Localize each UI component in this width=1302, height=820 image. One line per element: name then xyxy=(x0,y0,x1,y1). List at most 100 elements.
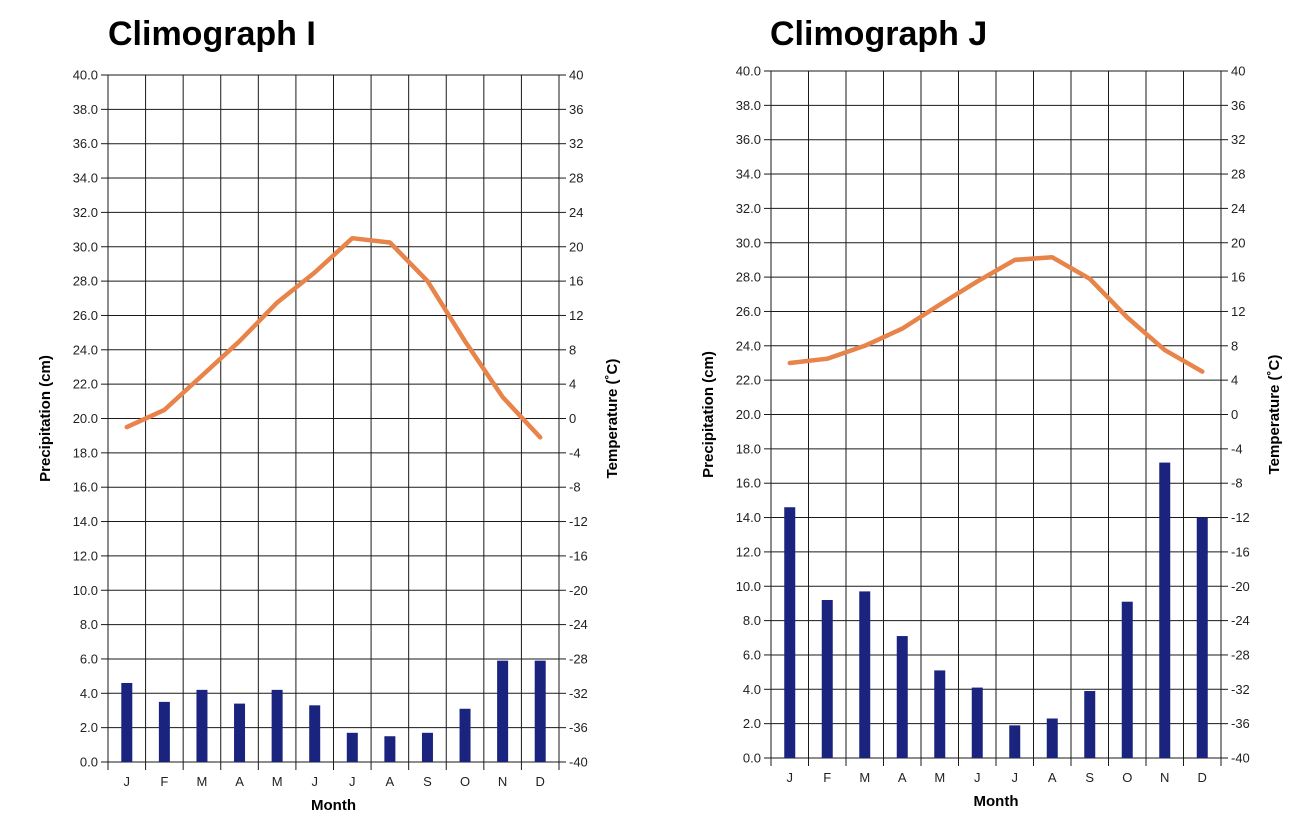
precipitation-bar xyxy=(934,670,946,758)
right-tick-label: 36 xyxy=(1231,98,1245,113)
left-tick-label: 6.0 xyxy=(80,651,98,666)
left-tick-label: 40.0 xyxy=(73,68,98,83)
right-tick-label: -12 xyxy=(569,514,588,529)
right-tick-label: -36 xyxy=(569,720,588,735)
right-tick-label: 16 xyxy=(1231,270,1245,285)
chart-title: Climograph I xyxy=(108,15,316,53)
precipitation-bar xyxy=(1121,601,1133,758)
left-tick-label: 20.0 xyxy=(73,411,98,426)
left-tick-label: 26.0 xyxy=(73,308,98,323)
right-tick-label: -28 xyxy=(1231,647,1250,662)
chart-title: Climograph J xyxy=(770,15,987,53)
x-tick-label: A xyxy=(898,770,907,785)
left-tick-label: 40.0 xyxy=(736,64,761,79)
left-tick-label: 18.0 xyxy=(736,441,761,456)
precipitation-bar xyxy=(459,708,471,762)
left-tick-label: 30.0 xyxy=(73,239,98,254)
right-tick-label: -40 xyxy=(569,755,588,770)
left-tick-label: 36.0 xyxy=(736,132,761,147)
precipitation-bar xyxy=(1009,725,1021,758)
x-tick-label: J xyxy=(311,774,318,789)
left-tick-label: 22.0 xyxy=(736,373,761,388)
right-tick-label: 40 xyxy=(1231,64,1245,79)
left-tick-label: 14.0 xyxy=(73,514,98,529)
left-tick-label: 22.0 xyxy=(73,377,98,392)
x-tick-label: D xyxy=(1198,770,1207,785)
x-tick-label: F xyxy=(160,774,168,789)
right-tick-label: -24 xyxy=(569,617,588,632)
right-tick-label: 32 xyxy=(569,136,583,151)
chart-climograph-j: Climograph J0.0 -402.0 -364.0 -326.0 -288.0-… xyxy=(700,15,1283,810)
left-tick-label: 0.0 xyxy=(80,755,98,770)
precipitation-bar xyxy=(234,703,246,762)
left-tick-label: 12.0 xyxy=(736,544,761,559)
left-tick-label: 2.0 xyxy=(80,720,98,735)
right-tick-label: 24 xyxy=(1231,201,1245,216)
precipitation-bar xyxy=(346,732,358,762)
x-tick-label: D xyxy=(536,774,545,789)
right-tick-label: -8 xyxy=(1231,476,1243,491)
left-tick-label: 38.0 xyxy=(73,102,98,117)
right-tick-label: 40 xyxy=(569,68,583,83)
x-tick-label: S xyxy=(1085,770,1094,785)
left-tick-label: 24.0 xyxy=(73,342,98,357)
x-tick-label: S xyxy=(423,774,432,789)
left-tick-label: 24.0 xyxy=(736,338,761,353)
x-tick-label: J xyxy=(349,774,356,789)
x-tick-label: M xyxy=(197,774,208,789)
precipitation-bar xyxy=(859,591,871,758)
right-tick-label: -24 xyxy=(1231,613,1250,628)
right-tick-label: 24 xyxy=(569,205,583,220)
x-tick-label: M xyxy=(859,770,870,785)
precipitation-bar xyxy=(271,689,283,762)
left-tick-label: 14.0 xyxy=(736,510,761,525)
left-tick-label: 28.0 xyxy=(736,270,761,285)
left-tick-label: 10.0 xyxy=(73,583,98,598)
right-tick-label: -16 xyxy=(569,548,588,563)
left-tick-label: 10.0 xyxy=(736,579,761,594)
left-tick-label: 26.0 xyxy=(736,304,761,319)
y-axis-label-left: Precipitation (cm) xyxy=(700,351,717,478)
right-tick-label: -20 xyxy=(569,583,588,598)
right-tick-label: 36 xyxy=(569,102,583,117)
right-tick-label: -32 xyxy=(1231,682,1250,697)
precipitation-bar xyxy=(196,689,208,762)
x-tick-label: J xyxy=(1012,770,1019,785)
left-tick-label: 36.0 xyxy=(73,136,98,151)
left-tick-label: 8.0 xyxy=(80,617,98,632)
left-tick-label: 38.0 xyxy=(736,98,761,113)
temperature-line xyxy=(787,255,1205,374)
right-tick-label: -4 xyxy=(1231,441,1243,456)
left-tick-label: 12.0 xyxy=(73,548,98,563)
right-tick-label: -20 xyxy=(1231,579,1250,594)
left-tick-label: 2.0 xyxy=(743,716,761,731)
precipitation-bar xyxy=(1159,462,1171,758)
x-tick-label: J xyxy=(124,774,131,789)
right-tick-label: 4 xyxy=(569,377,576,392)
x-tick-label: J xyxy=(974,770,981,785)
right-tick-label: -32 xyxy=(569,686,588,701)
left-tick-label: 34.0 xyxy=(736,167,761,182)
x-axis-label: Month xyxy=(311,797,356,814)
x-tick-label: F xyxy=(823,770,831,785)
left-tick-label: 16.0 xyxy=(73,480,98,495)
x-tick-label: N xyxy=(498,774,507,789)
left-tick-label: 28.0 xyxy=(73,274,98,289)
left-tick-label: 0.0 xyxy=(743,751,761,766)
precipitation-bar xyxy=(821,599,833,758)
left-tick-label: 8.0 xyxy=(743,613,761,628)
x-tick-label: A xyxy=(235,774,244,789)
y-axis-label-right: Temperature (˚C) xyxy=(1266,355,1283,475)
x-tick-label: A xyxy=(1048,770,1057,785)
right-tick-label: 20 xyxy=(569,239,583,254)
precipitation-bar xyxy=(971,687,983,758)
x-tick-label: M xyxy=(934,770,945,785)
left-tick-label: 6.0 xyxy=(743,647,761,662)
precipitation-bar xyxy=(421,732,433,762)
precipitation-bar xyxy=(309,705,321,762)
right-tick-label: -16 xyxy=(1231,544,1250,559)
right-tick-label: 32 xyxy=(1231,132,1245,147)
left-tick-label: 34.0 xyxy=(73,171,98,186)
precipitation-bar xyxy=(1084,691,1096,758)
right-tick-label: 28 xyxy=(569,171,583,186)
